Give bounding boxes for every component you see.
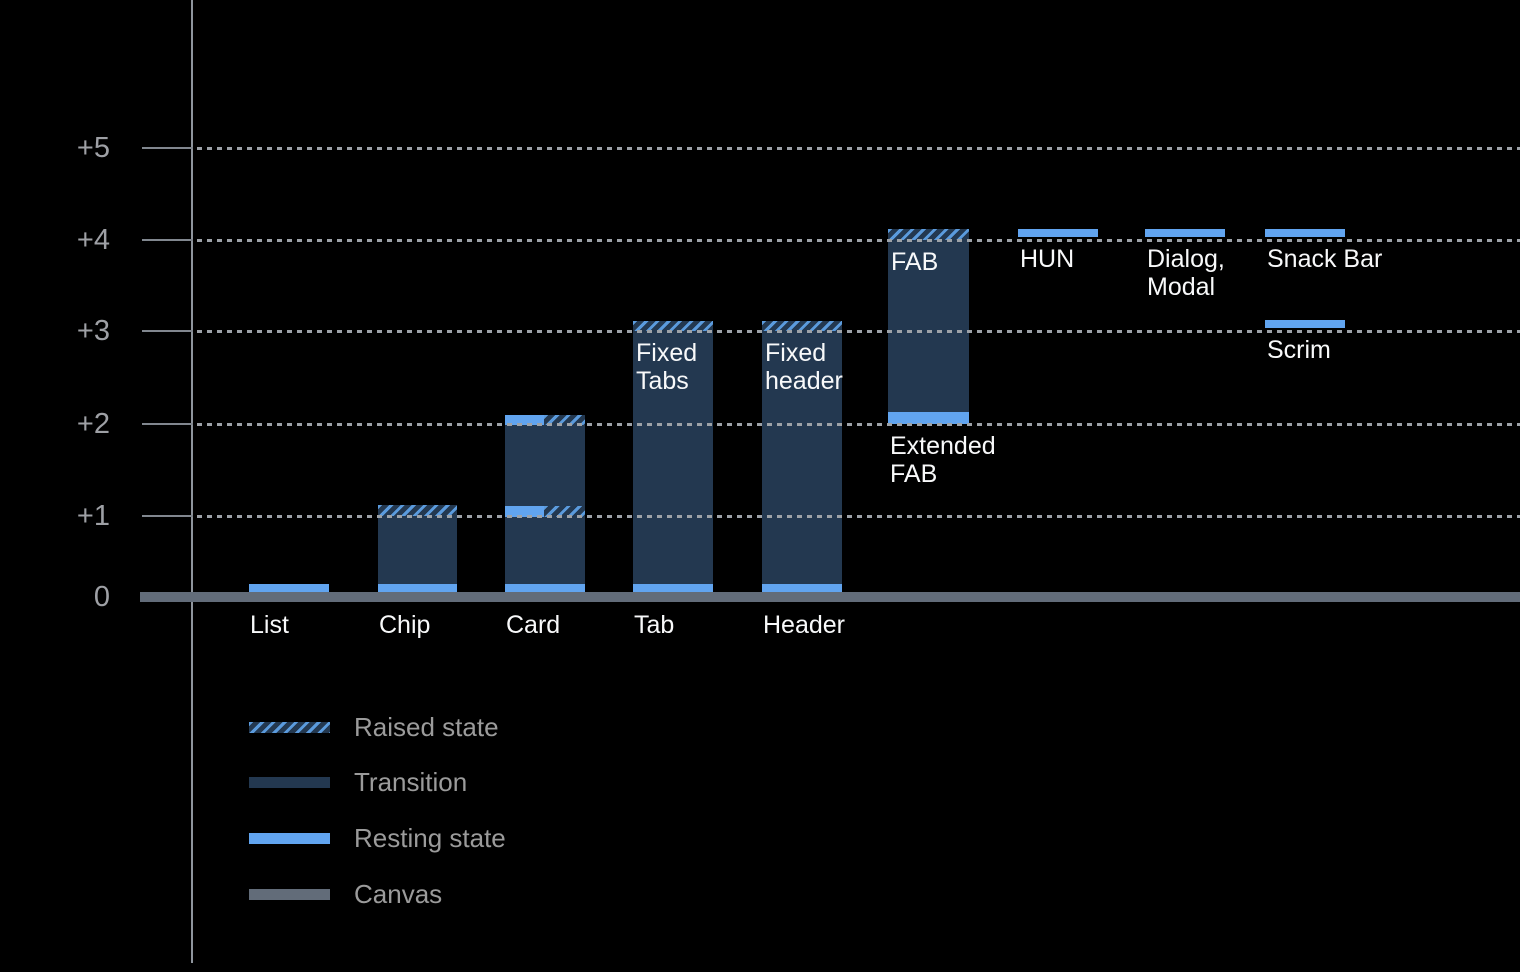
gridline-5 — [197, 147, 1520, 150]
bar-tab-transition-segment — [633, 331, 713, 584]
bar-header-inner-label: Fixed header — [765, 339, 843, 395]
bar-chip-raised-segment — [378, 504, 457, 516]
legend-label-resting: Resting state — [354, 823, 506, 853]
bar-scrim-label: Scrim — [1267, 336, 1331, 365]
bar-fab-resting-segment — [888, 411, 969, 424]
gridline-2 — [197, 423, 1520, 426]
legend-swatch-raised — [249, 721, 330, 733]
bar-snack-bar-label: Snack Bar — [1267, 245, 1383, 274]
bar-header-transition-segment — [762, 331, 842, 584]
gridline-1 — [197, 515, 1520, 518]
bar-card-split-raised — [544, 414, 585, 425]
bar-fab-label: Extended FAB — [890, 432, 996, 488]
bar-card-split-resting — [505, 505, 545, 517]
bar-hun-label: HUN — [1020, 245, 1075, 274]
bar-header-axis-label: Header — [763, 611, 845, 639]
bar-dialog-modal-label: Dialog, Modal — [1147, 245, 1225, 302]
y-axis-line — [191, 0, 193, 963]
bar-card-resting-segment — [505, 583, 585, 593]
bar-tab-raised-segment — [633, 320, 713, 331]
gridline-4 — [197, 239, 1520, 242]
canvas-baseline — [140, 592, 1520, 602]
legend-row-resting: Resting state — [249, 824, 669, 852]
bar-fab-inner-label: FAB — [891, 248, 939, 276]
y-tick-label-4: +4 — [76, 224, 110, 256]
bar-scrim-resting-segment — [1265, 320, 1345, 329]
gridline-3 — [197, 330, 1520, 333]
y-tick-label-5: +5 — [76, 132, 110, 164]
bar-card-axis-label: Card — [506, 611, 561, 639]
y-axis-tick-3 — [142, 330, 193, 332]
bar-list-resting-segment — [249, 583, 329, 593]
bar-chip-resting-segment — [378, 583, 457, 593]
bar-card-transition-segment — [505, 516, 585, 584]
legend-row-canvas: Canvas — [249, 880, 669, 908]
bar-card-split-raised — [544, 505, 585, 517]
y-tick-label-1: +1 — [76, 500, 110, 532]
bar-header-resting-segment — [762, 583, 842, 593]
y-tick-label-0: 0 — [93, 581, 110, 613]
legend-swatch-transition — [249, 776, 330, 788]
bar-snack-bar-resting-segment — [1265, 228, 1345, 238]
y-axis-tick-1 — [142, 515, 193, 517]
bar-tab-inner-label: Fixed Tabs — [636, 339, 698, 395]
legend-row-transition: Transition — [249, 768, 669, 796]
legend-label-canvas: Canvas — [354, 879, 443, 909]
bar-tab-resting-segment — [633, 583, 713, 593]
bar-tab-axis-label: Tab — [634, 611, 675, 639]
bar-chip-axis-label: Chip — [379, 611, 431, 639]
bar-card-split-segment — [505, 414, 585, 425]
legend-row-raised: Raised state — [249, 713, 669, 741]
bar-chip-transition-segment — [378, 516, 457, 584]
y-tick-label-3: +3 — [76, 315, 110, 347]
bar-dialog-modal-resting-segment — [1145, 228, 1225, 238]
y-axis-tick-4 — [142, 239, 193, 241]
legend-label-transition: Transition — [354, 767, 468, 797]
legend-swatch-resting — [249, 832, 330, 844]
y-tick-label-2: +2 — [76, 408, 110, 440]
bar-card-split-resting — [505, 414, 545, 425]
bar-fab-transition-segment — [888, 240, 969, 412]
bar-header-raised-segment — [762, 320, 842, 331]
bar-list-axis-label: List — [250, 611, 289, 639]
legend-swatch-canvas — [249, 888, 330, 900]
bar-hun-resting-segment — [1018, 228, 1098, 238]
legend-label-raised: Raised state — [354, 712, 499, 742]
bar-card-transition-segment — [505, 424, 585, 506]
bar-card-split-segment — [505, 505, 585, 517]
y-axis-tick-2 — [142, 423, 193, 425]
bar-fab-raised-segment — [888, 228, 969, 240]
y-axis-tick-5 — [142, 147, 193, 149]
